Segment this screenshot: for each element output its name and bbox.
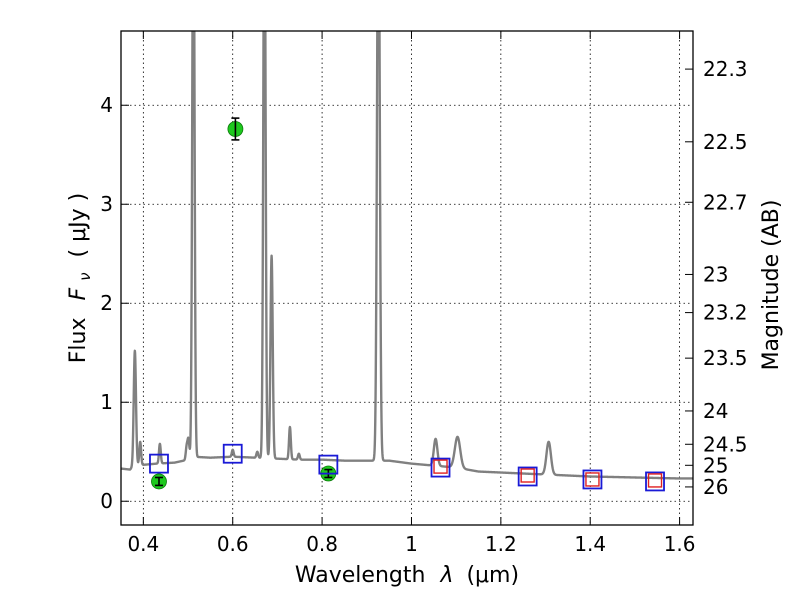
- y2-tick-label: 23: [703, 262, 728, 286]
- y2-tick-label: 25: [703, 453, 728, 477]
- x-axis-label-unit: (μm): [466, 563, 519, 588]
- model-flux-blue-square: [149, 453, 169, 474]
- x-tick-label: 0.8: [306, 532, 338, 556]
- model-flux-blue-square: [430, 457, 451, 478]
- spectrum-layer: [121, 31, 693, 480]
- y2-tick-label: 26: [703, 475, 728, 499]
- x-axis-label: Wavelength λ (μm): [295, 563, 519, 588]
- y-axis-label-symbol: F: [66, 287, 91, 300]
- model-flux-red-square: [520, 468, 535, 483]
- plot-frame: [120, 30, 694, 526]
- x-axis-label-symbol: λ: [439, 563, 453, 588]
- y-tick-label: 2: [100, 291, 113, 315]
- y2-tick-label: 22.3: [703, 57, 748, 81]
- y2-axis-label: Magnitude (AB): [759, 200, 784, 371]
- y2-tick-label: 23.2: [703, 301, 748, 325]
- axis-ticks: 0.4 0.6 0.8 1 1.2 1.4 1.60123422.322.522.72323…: [100, 31, 748, 556]
- model-flux-blue-square: [582, 469, 603, 490]
- y2-tick-label: 22.7: [703, 190, 748, 214]
- y2-tick-label: 22.5: [703, 130, 748, 154]
- model-flux-red-square: [647, 473, 663, 488]
- y-tick-label: 1: [100, 390, 113, 414]
- model-flux-blue-square: [645, 471, 665, 492]
- y-tick-label: 3: [100, 192, 113, 216]
- x-tick-label: 1.6: [664, 532, 696, 556]
- x-tick-label: 0.4: [127, 532, 159, 556]
- x-tick-label: 1.4: [574, 532, 606, 556]
- y-axis-label-unit: ( μJy ): [66, 193, 91, 258]
- x-tick-label: 1: [405, 532, 418, 556]
- y-tick-label: 4: [100, 93, 113, 117]
- x-tick-label: 1.2: [485, 532, 517, 556]
- y2-tick-label: 24: [703, 399, 728, 423]
- model-flux-red-square: [585, 472, 600, 487]
- x-axis-label-text: Wavelength: [295, 563, 426, 588]
- model-flux-blue-square: [517, 466, 538, 487]
- points-layer: [149, 117, 665, 492]
- model-spectrum-line: [121, 31, 693, 480]
- y-axis-label: Flux F ν ( μJy ): [66, 193, 96, 363]
- model-flux-blue-square: [222, 443, 243, 464]
- y2-tick-label: 24.5: [703, 432, 748, 456]
- y-axis-label-text: Flux: [66, 317, 91, 363]
- grid-lines: [121, 31, 693, 525]
- y-tick-label: 0: [100, 489, 113, 513]
- y-axis-label-subscript: ν: [76, 272, 94, 280]
- y2-tick-label: 23.5: [703, 346, 748, 370]
- model-flux-red-square: [433, 459, 448, 474]
- x-tick-label: 0.6: [217, 532, 249, 556]
- model-flux-blue-square: [318, 454, 339, 475]
